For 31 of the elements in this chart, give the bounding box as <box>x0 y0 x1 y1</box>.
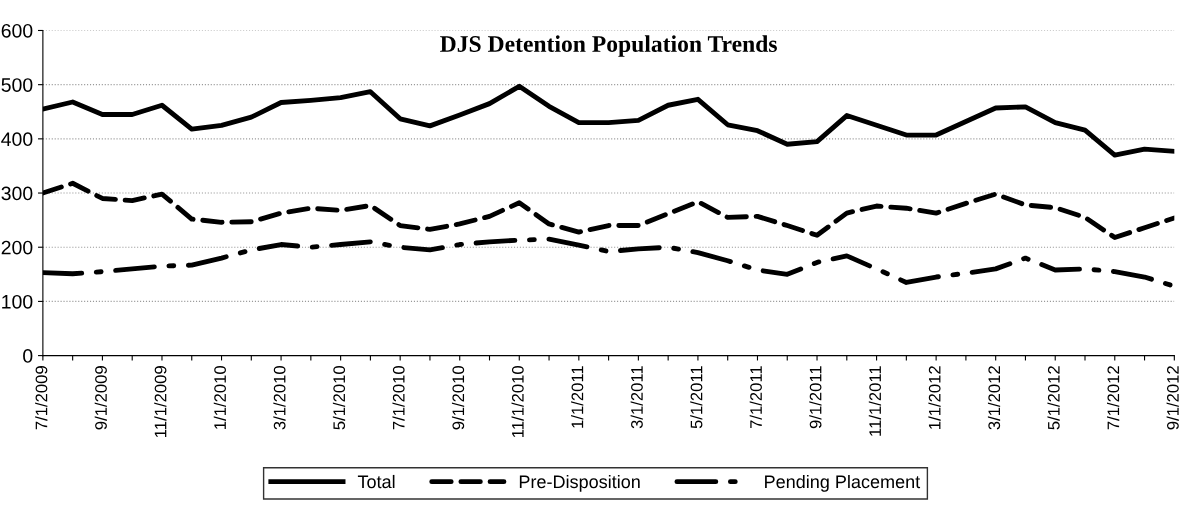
x-tick-label: 9/1/2011 <box>809 366 822 429</box>
x-tick-label: 3/1/2012 <box>987 366 1001 430</box>
x-tick-label: 11/1/2011 <box>868 366 882 436</box>
y-tick-label: 300 <box>1 186 33 201</box>
x-tick-label: 11/1/2009 <box>154 366 167 437</box>
x-tick-label: 7/1/2012 <box>1107 366 1120 430</box>
chart-title: DJS Detention Population Trends <box>440 35 777 57</box>
x-tick-label: 5/1/2011 <box>690 366 703 429</box>
x-tick-label: 9/1/2009 <box>94 366 107 430</box>
x-tick-label: 7/1/2010 <box>392 365 405 430</box>
x-tick-label: 3/1/2011 <box>630 366 643 429</box>
x-tick-label: 7/1/2011 <box>749 366 762 429</box>
x-tick-label: 9/1/2010 <box>451 365 465 430</box>
x-tick-label: 11/1/2010 <box>511 365 524 437</box>
y-tick-label: 100 <box>2 294 33 309</box>
y-tick-label: 500 <box>1 78 33 92</box>
x-tick-label: 5/1/2010 <box>332 365 346 430</box>
x-tick-label: 1/1/2010 <box>213 365 226 429</box>
x-tick-label: 3/1/2010 <box>273 365 286 430</box>
y-tick-label: 200 <box>1 240 33 255</box>
legend-label: Total <box>357 474 395 489</box>
x-tick-label: 1/1/2012 <box>928 366 941 429</box>
x-tick-label: 1/1/2011 <box>571 366 584 428</box>
y-tick-label: 400 <box>1 132 33 147</box>
x-tick-label: 5/1/2012 <box>1047 366 1060 430</box>
y-tick-label: 600 <box>1 23 33 38</box>
y-tick-label: 0 <box>23 349 33 363</box>
x-tick-label: 7/1/2009 <box>35 366 48 430</box>
legend-label: Pending Placement <box>765 474 921 492</box>
x-tick-label: 9/1/2012 <box>1166 366 1179 430</box>
legend-label: Pre-Disposition <box>519 474 640 492</box>
